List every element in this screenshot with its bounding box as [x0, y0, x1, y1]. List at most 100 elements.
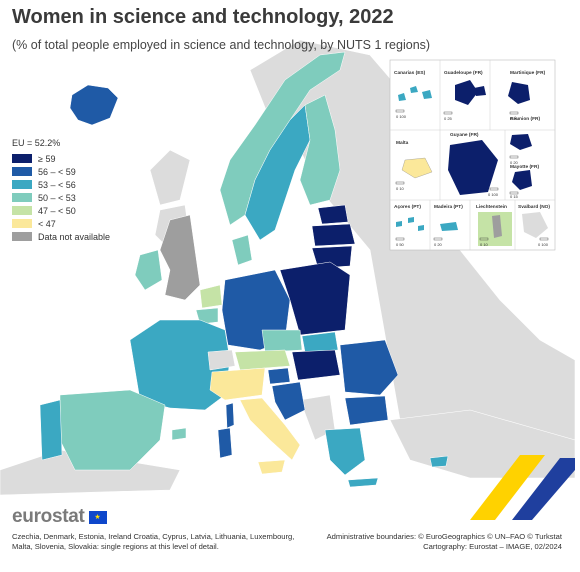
legend-swatch — [12, 167, 32, 176]
inset-label-guyane: Guyane (FR) — [450, 132, 479, 138]
inset-shape-mayotte — [512, 170, 532, 190]
region-slovenia — [267, 367, 291, 385]
legend-swatch — [12, 193, 32, 202]
region-slovakia — [301, 331, 339, 353]
region-greece — [324, 427, 366, 476]
inset-label-mayotte: Mayotte (FR) — [510, 164, 539, 170]
inset-scale-malta: 0 10 — [396, 186, 405, 191]
inset-scale-guyane: 0 100 — [488, 192, 499, 197]
region-austria — [234, 349, 291, 371]
legend-item: 50 – < 53 — [12, 191, 110, 204]
inset-scale-bars — [395, 109, 549, 241]
region-estonia — [317, 204, 349, 225]
footnote: Czechia, Denmark, Estonia, Ireland Croat… — [12, 532, 295, 551]
inset-scale-reunion: 0 20 — [510, 160, 519, 165]
region-spain — [59, 389, 166, 471]
legend-label: 53 – < 56 — [38, 179, 76, 190]
inset-shape-reunion — [510, 134, 532, 150]
region-uk — [159, 214, 201, 301]
corner-stripes — [470, 455, 575, 520]
legend-label: ≥ 59 — [38, 153, 56, 164]
legend-swatch — [12, 154, 32, 163]
inset-shape-guyane — [448, 140, 498, 195]
region-bulgaria — [344, 395, 389, 426]
inset-label-liechtenstein: Liechtenstein — [476, 204, 507, 210]
region-romania — [339, 339, 399, 396]
inset-scale-guadeloupe: 0 25 — [444, 116, 453, 121]
legend-swatch — [12, 206, 32, 215]
legend-label: Data not available — [38, 231, 111, 242]
inset-shape-madeira — [440, 222, 458, 231]
region-croatia — [271, 381, 306, 421]
inset-scale-madeira: 0 20 — [434, 242, 443, 247]
region-switzerland — [207, 349, 236, 371]
inset-scale-canarias: 0 100 — [396, 114, 407, 119]
legend-item: ≥ 59 — [12, 152, 110, 165]
region-italy-south — [239, 397, 301, 461]
inset-label-svalbard: Svalbard (NO) — [518, 204, 550, 210]
region-finland — [299, 94, 341, 206]
region-netherlands — [199, 284, 223, 309]
inset-label-malta: Malta — [396, 140, 409, 146]
region-balearics — [171, 427, 187, 441]
region-denmark — [231, 234, 253, 266]
inset-label-guadeloupe: Guadeloupe (FR) — [444, 70, 483, 76]
eu-flag-icon: ★ — [88, 510, 107, 524]
inset-shape-svalbard — [522, 212, 548, 238]
region-latvia — [311, 223, 356, 247]
legend-item: 53 – < 56 — [12, 178, 110, 191]
region-sicily — [257, 459, 286, 475]
legend-item: 56 – < 59 — [12, 165, 110, 178]
legend-item: 47 – < 50 — [12, 204, 110, 217]
region-france — [129, 319, 231, 411]
region-cyprus — [429, 455, 449, 468]
region-belgium — [195, 307, 219, 325]
inset-scale-svalbard: 0 100 — [538, 242, 549, 247]
credits: Administrative boundaries: © EuroGeograp… — [327, 532, 562, 552]
legend-label: 56 – < 59 — [38, 166, 76, 177]
inset-scale-acores: 0 50 — [396, 242, 405, 247]
region-ireland — [134, 249, 163, 291]
region-iceland — [69, 84, 119, 126]
inset-shape-martinique — [508, 82, 530, 104]
inset-shape-guadeloupe — [455, 80, 486, 105]
eurostat-logo: eurostat ★ — [12, 506, 107, 528]
legend-label: 50 – < 53 — [38, 192, 76, 203]
inset-scale-mayotte: 0 15 — [510, 194, 519, 199]
inset-panel: Canarias (ES) Guadeloupe (FR) Martinique… — [389, 59, 556, 251]
page-title: Women in science and technology, 2022 — [12, 6, 394, 28]
inset-label-acores: Açores (PT) — [394, 204, 421, 210]
legend-swatch — [12, 180, 32, 189]
legend-item: Data not available — [12, 230, 110, 243]
inset-shape-acores — [396, 217, 424, 231]
legend-swatch — [12, 232, 32, 241]
legend-label: 47 – < 50 — [38, 205, 76, 216]
legend-swatch — [12, 219, 32, 228]
region-corsica — [225, 402, 235, 429]
logo-text: eurostat — [12, 506, 85, 527]
region-portugal — [39, 399, 63, 461]
legend-label: < 47 — [38, 218, 56, 229]
inset-label-canarias: Canarias (ES) — [394, 70, 426, 76]
region-sardinia — [217, 427, 233, 459]
inset-scale-liechtenstein: 0 10 — [480, 242, 489, 247]
inset-label-madeira: Madeira (PT) — [434, 204, 463, 210]
legend: EU = 52.2% ≥ 59 56 – < 59 53 – < 56 50 –… — [12, 138, 110, 243]
inset-label-reunion: Réunion (FR) — [510, 116, 541, 122]
page-subtitle: (% of total people employed in science a… — [12, 38, 431, 52]
region-lithuania — [311, 245, 353, 269]
region-italy-north — [209, 367, 266, 401]
inset-shape-malta — [401, 157, 433, 179]
inset-shape-canarias — [398, 86, 432, 101]
region-poland — [279, 261, 351, 336]
region-czechia — [261, 329, 303, 353]
region-crete — [347, 477, 379, 488]
credits-boundaries: Administrative boundaries: © EuroGeograp… — [326, 532, 562, 541]
legend-eu-average: EU = 52.2% — [12, 138, 61, 148]
inset-label-martinique: Martinique (FR) — [510, 70, 546, 76]
credits-cartography: Cartography: Eurostat – IMAGE, 02/2024 — [423, 542, 562, 551]
inset-scale-martinique: 0 20 — [510, 116, 519, 121]
legend-item: < 47 — [12, 217, 110, 230]
region-hungary — [291, 349, 341, 381]
